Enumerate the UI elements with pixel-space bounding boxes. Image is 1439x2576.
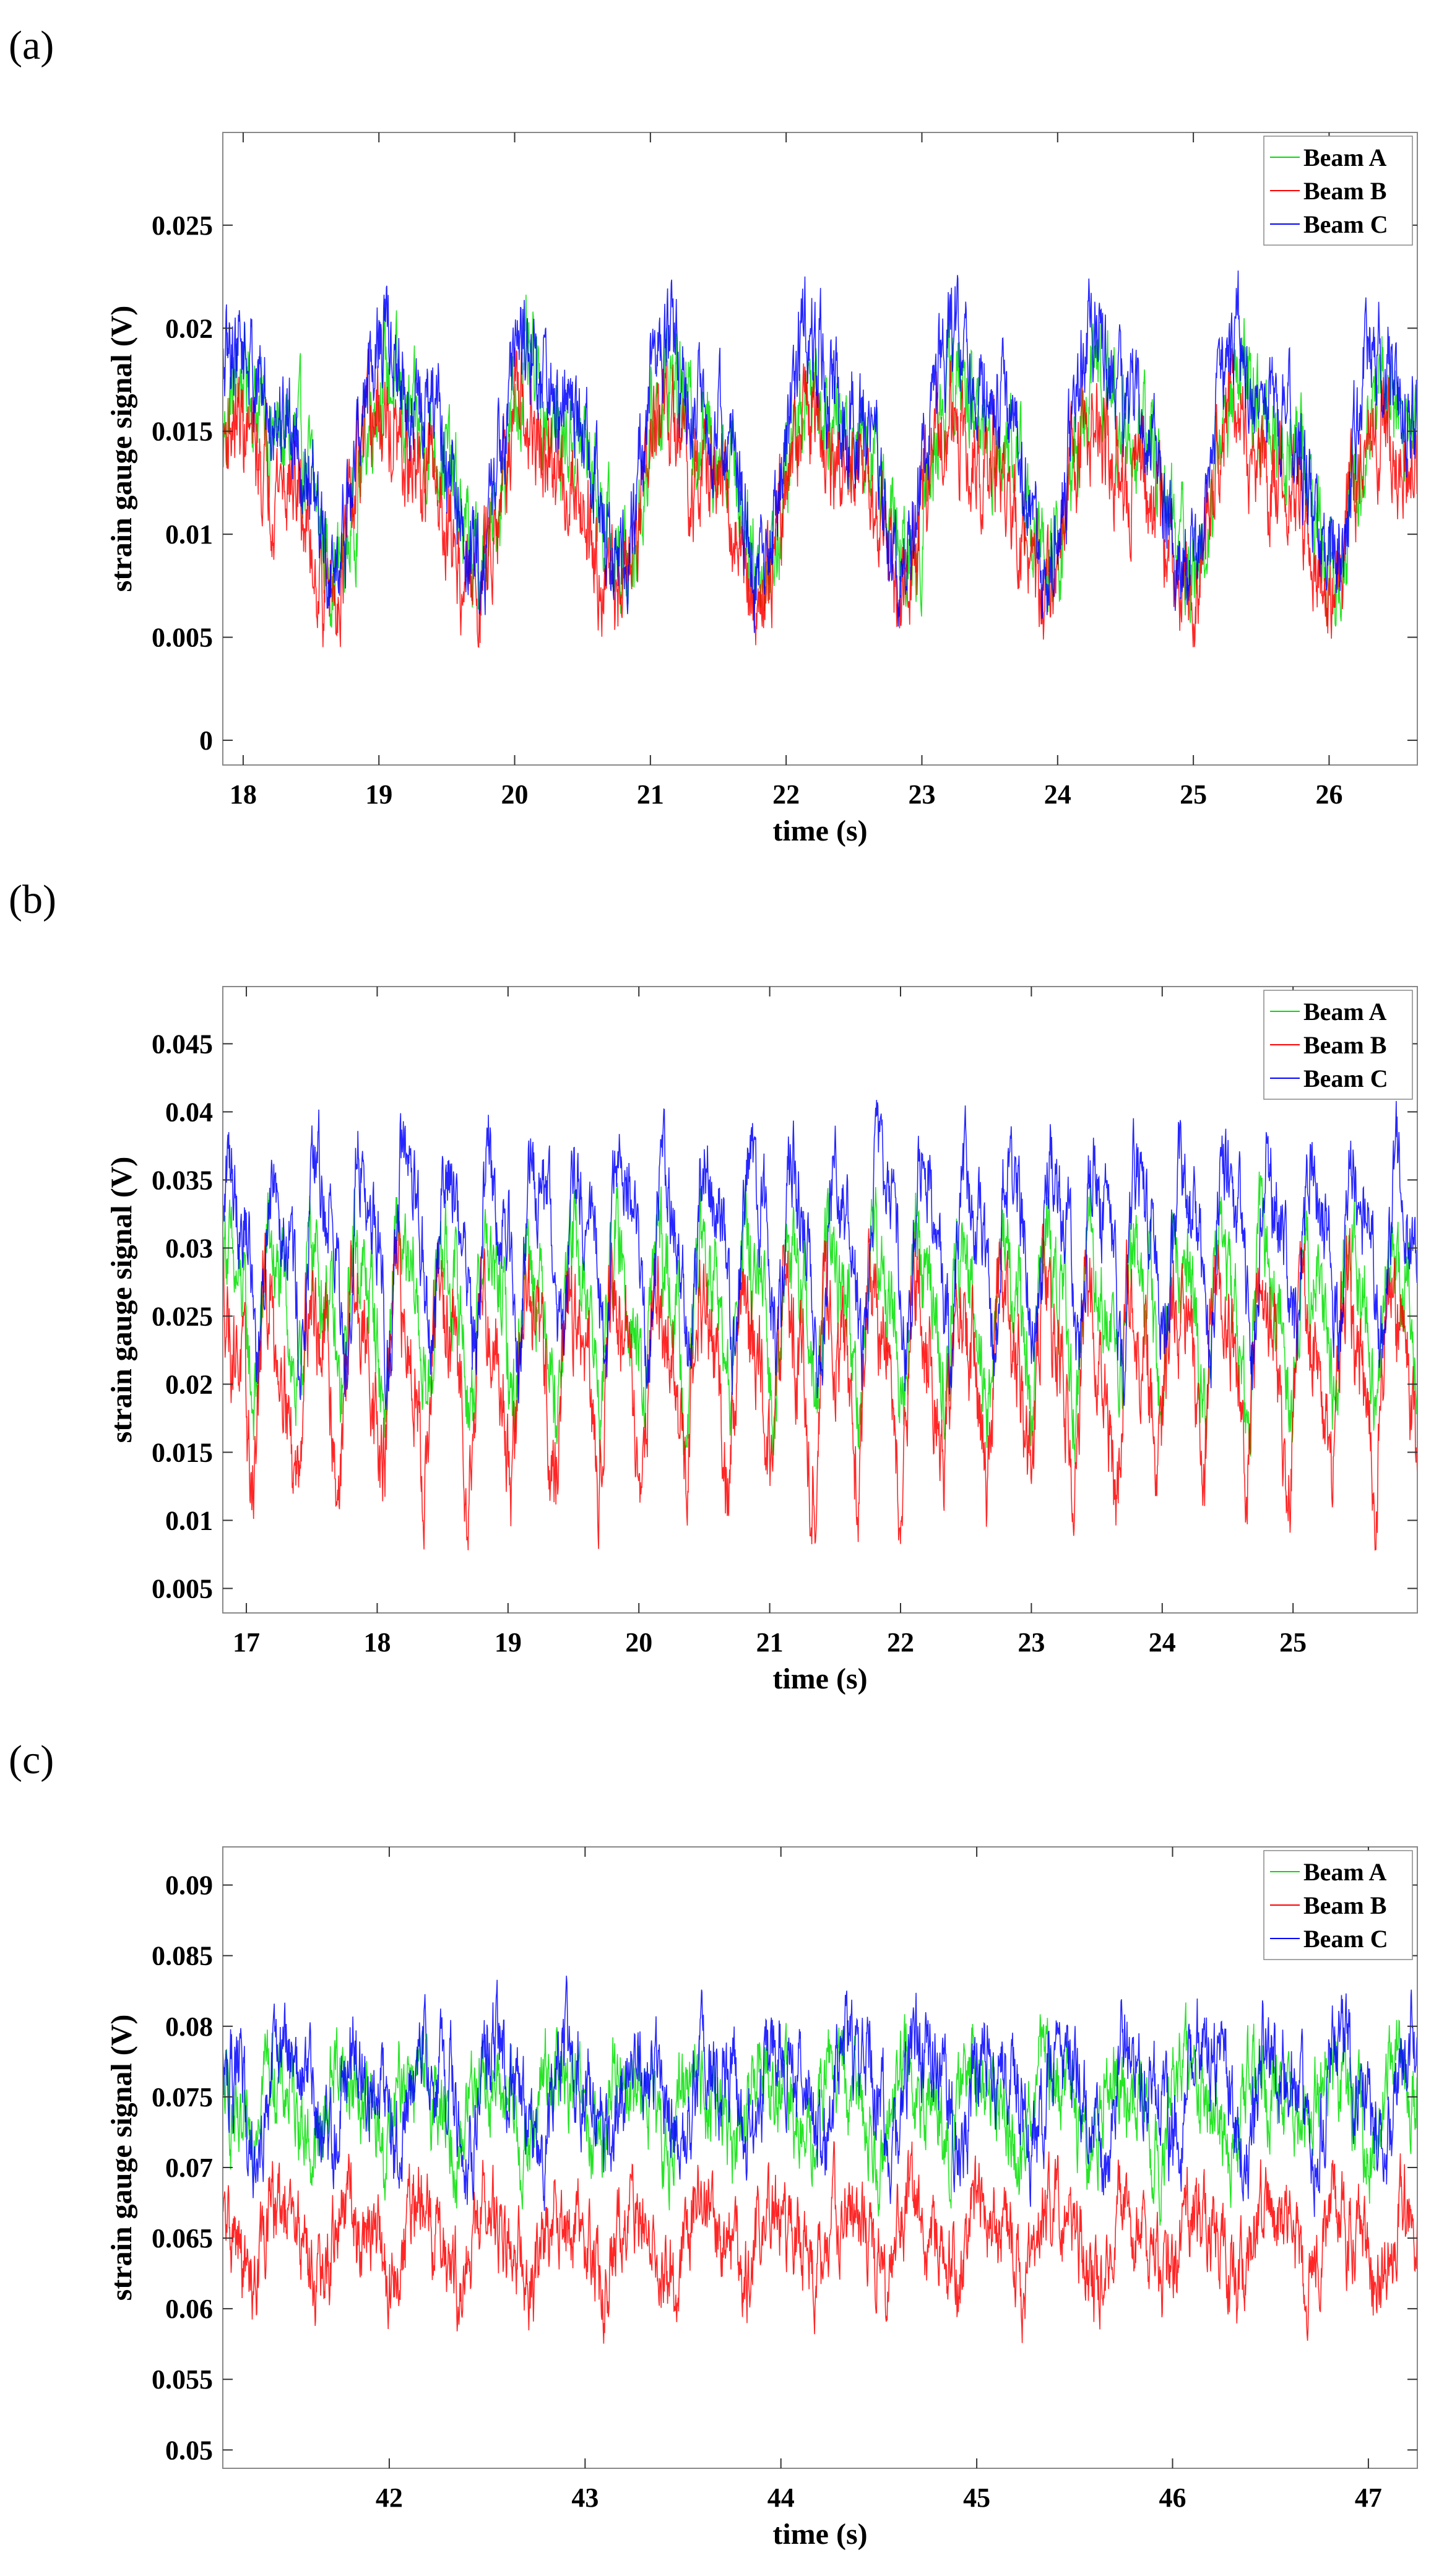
legend-entry: Beam C — [1303, 1065, 1388, 1092]
x-tick-label: 18 — [363, 1627, 391, 1658]
strain-chart-a: 18 19 20 21 22 23 24 25 26 0 0.005 0.01 0.015 0.02 0.0… — [105, 132, 1418, 847]
y-axis-label: strain gauge signal (V) — [105, 1157, 138, 1443]
series-line-beam-b — [223, 347, 1417, 648]
series-line-beam-c — [223, 1100, 1417, 1410]
y-tick-label: 0.015 — [152, 417, 213, 447]
y-tick-label: 0.09 — [165, 1870, 213, 1901]
x-tick-label: 47 — [1355, 2483, 1382, 2513]
panel-label: (c) — [9, 1737, 54, 1783]
x-tick-label: 22 — [772, 779, 800, 810]
series-line-beam-a — [223, 1171, 1417, 1465]
y-tick-label: 0.055 — [152, 2364, 213, 2395]
y-tick-label: 0.05 — [165, 2435, 213, 2465]
y-tick-label: 0.025 — [152, 210, 213, 241]
strain-chart-b: 17 18 19 20 21 22 23 24 25 0.005 0.01 0.015 0.02 0.02… — [105, 986, 1418, 1695]
x-tick-label: 19 — [365, 779, 392, 810]
plot-area — [223, 1100, 1417, 1551]
y-tick-label: 0.065 — [152, 2223, 213, 2254]
y-tick-label: 0.015 — [152, 1437, 213, 1467]
strain-chart-c: 42 43 44 45 46 47 0.05 0.055 0.06 0.065 0.07 0.075 0… — [105, 1846, 1418, 2551]
x-axis-label: time (s) — [772, 1662, 867, 1695]
x-tick-label: 19 — [495, 1627, 522, 1658]
panel-c: (c) 42 43 44 45 46 47 0.05 0.055 0.06 0.065 0.07 0.… — [0, 1714, 1439, 2573]
y-tick-label: 0.01 — [165, 519, 213, 550]
x-tick-label: 18 — [230, 779, 257, 810]
y-tick-label: 0.08 — [165, 2012, 213, 2042]
legend-entry: Beam C — [1303, 1925, 1388, 1953]
axes-frame — [222, 132, 1418, 766]
legend-entry: Beam A — [1303, 144, 1387, 171]
legend: Beam A Beam B Beam C — [1263, 1850, 1413, 1960]
x-tick-label: 26 — [1315, 779, 1342, 810]
x-tick-label: 24 — [1044, 779, 1071, 810]
series-line-beam-b — [223, 2141, 1417, 2344]
y-tick-label: 0.03 — [165, 1233, 213, 1263]
x-tick-label: 25 — [1180, 779, 1207, 810]
panel-label: (b) — [9, 877, 56, 922]
series-line-beam-c — [223, 270, 1417, 633]
panel-label: (a) — [9, 23, 54, 68]
y-tick-label: 0.075 — [152, 2082, 213, 2112]
y-tick-label: 0.06 — [165, 2294, 213, 2324]
y-axis-label: strain gauge signal (V) — [105, 306, 138, 592]
axes-frame — [222, 1846, 1418, 2469]
x-tick-label: 24 — [1149, 1627, 1176, 1658]
y-tick-label: 0.01 — [165, 1505, 213, 1536]
series-line-beam-a — [223, 2002, 1417, 2226]
legend-entry: Beam B — [1303, 177, 1386, 205]
legend-entry: Beam B — [1303, 1031, 1386, 1059]
y-tick-label: 0.035 — [152, 1165, 213, 1195]
legend: Beam A Beam B Beam C — [1263, 990, 1413, 1100]
x-axis-label: time (s) — [772, 815, 867, 847]
plot-area — [223, 270, 1417, 648]
y-tick-label: 0.02 — [165, 313, 213, 344]
y-tick-label: 0.04 — [165, 1097, 213, 1127]
legend-entry: Beam C — [1303, 210, 1388, 238]
legend: Beam A Beam B Beam C — [1263, 136, 1413, 246]
x-tick-label: 23 — [908, 779, 935, 810]
legend-entry: Beam A — [1303, 998, 1387, 1026]
series-line-beam-c — [223, 1976, 1417, 2217]
y-tick-label: 0.045 — [152, 1029, 213, 1059]
x-tick-label: 21 — [756, 1627, 784, 1658]
x-axis-label: time (s) — [772, 2518, 867, 2551]
y-tick-label: 0.085 — [152, 1941, 213, 1971]
y-tick-label: 0 — [199, 725, 213, 756]
x-tick-label: 17 — [233, 1627, 260, 1658]
axes-frame — [222, 986, 1418, 1614]
x-tick-label: 23 — [1018, 1627, 1045, 1658]
x-tick-label: 44 — [767, 2483, 795, 2513]
y-tick-label: 0.025 — [152, 1301, 213, 1331]
panel-a: (a) 18 19 20 21 22 23 24 25 26 0 0.005 0.01 0.015 0.0… — [0, 0, 1439, 860]
panel-b: (b) 17 18 19 20 21 22 23 24 25 0.005 0.01 0.015 0.02… — [0, 860, 1439, 1714]
legend-entry: Beam A — [1303, 1858, 1387, 1886]
series-line-beam-b — [223, 1221, 1417, 1551]
legend-entry: Beam B — [1303, 1891, 1386, 1919]
x-tick-label: 20 — [501, 779, 529, 810]
y-tick-label: 0.005 — [152, 1573, 213, 1604]
x-tick-label: 22 — [887, 1627, 914, 1658]
x-tick-label: 20 — [625, 1627, 652, 1658]
x-tick-label: 42 — [376, 2483, 403, 2513]
x-tick-label: 25 — [1279, 1627, 1307, 1658]
y-tick-label: 0.02 — [165, 1369, 213, 1399]
y-tick-label: 0.07 — [165, 2153, 213, 2183]
x-tick-label: 46 — [1159, 2483, 1186, 2513]
x-tick-label: 45 — [963, 2483, 990, 2513]
x-tick-label: 21 — [637, 779, 664, 810]
y-axis-label: strain gauge signal (V) — [105, 2015, 138, 2301]
x-tick-label: 43 — [571, 2483, 599, 2513]
y-tick-label: 0.005 — [152, 623, 213, 653]
plot-area — [223, 1976, 1417, 2344]
